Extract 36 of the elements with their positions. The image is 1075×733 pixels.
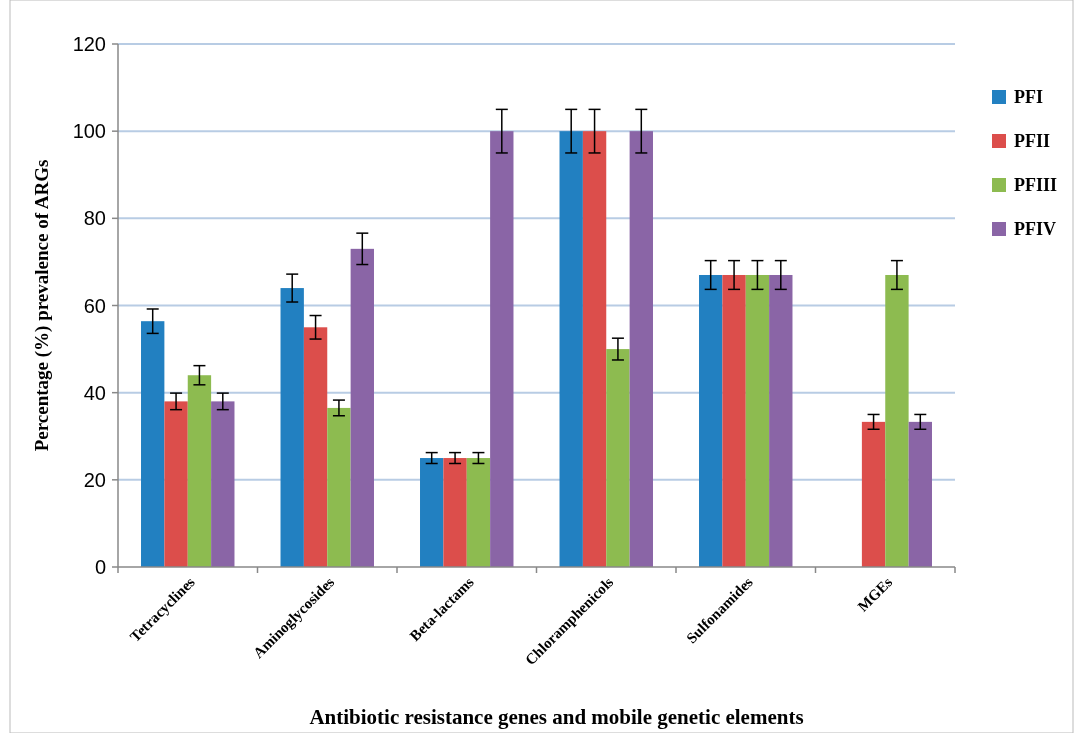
bar xyxy=(606,349,630,567)
bar xyxy=(908,421,932,567)
legend-label: PFI xyxy=(1014,87,1043,108)
bar xyxy=(769,274,793,567)
bar xyxy=(303,327,328,567)
legend-label: PFIII xyxy=(1014,175,1058,196)
bar xyxy=(187,375,212,567)
y-tick-label: 120 xyxy=(72,33,106,55)
y-tick-label: 80 xyxy=(83,207,106,230)
bar xyxy=(699,274,723,567)
y-tick-label: 20 xyxy=(83,468,106,491)
bar xyxy=(722,274,746,567)
bar xyxy=(280,288,304,567)
x-axis-title: Antibiotic resistance genes and mobile genetic elements xyxy=(309,705,804,729)
y-axis-title: Percentage (%) prevalence of ARGs xyxy=(31,159,53,452)
bar xyxy=(559,131,583,567)
bar xyxy=(629,131,653,567)
y-tick-label: 0 xyxy=(94,556,106,578)
bar xyxy=(466,458,491,567)
bar xyxy=(350,248,374,567)
bar xyxy=(745,274,770,567)
bar xyxy=(582,131,607,567)
bar xyxy=(490,131,514,567)
bar xyxy=(443,458,467,567)
bar xyxy=(141,321,165,567)
bar xyxy=(164,401,188,567)
bar xyxy=(420,458,444,567)
y-tick-label: 100 xyxy=(72,120,106,143)
bar xyxy=(861,421,886,567)
bar xyxy=(885,274,909,567)
bar xyxy=(327,407,351,567)
y-tick-label: 60 xyxy=(83,294,106,317)
legend-label: PFII xyxy=(1014,131,1050,152)
bar xyxy=(211,401,235,567)
y-tick-label: 40 xyxy=(83,381,106,404)
legend-label: PFIV xyxy=(1014,219,1056,240)
